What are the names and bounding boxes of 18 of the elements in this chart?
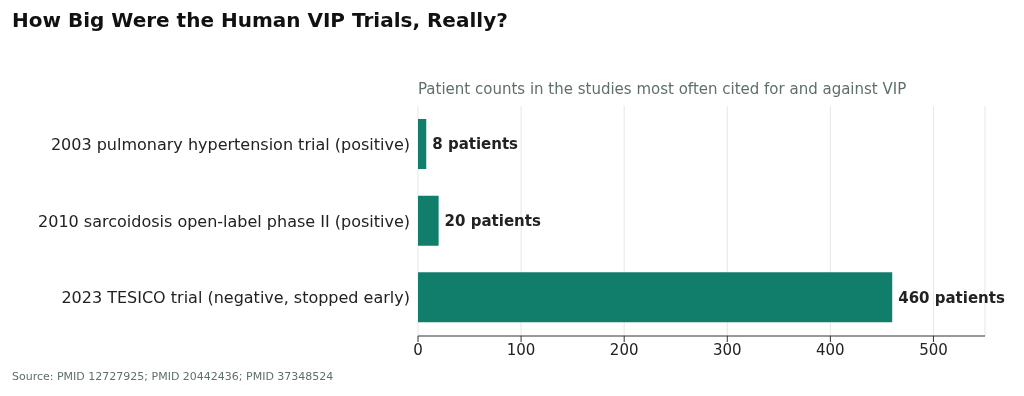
x-tick-label: 0 xyxy=(413,340,423,359)
bar xyxy=(418,119,427,169)
y-tick-label: 2023 TESICO trial (negative, stopped early) xyxy=(61,288,410,308)
data-label: 20 patients xyxy=(444,211,541,230)
bar xyxy=(418,272,893,323)
data-label: 460 patients xyxy=(898,288,1005,307)
bar xyxy=(418,195,439,246)
data-label: 8 patients xyxy=(432,135,519,154)
x-tick-label: 200 xyxy=(609,340,639,359)
y-tick-label: 2010 sarcoidosis open-label phase II (positive) xyxy=(38,211,410,231)
x-tick-label: 300 xyxy=(712,340,742,359)
x-tick-label: 100 xyxy=(506,340,536,359)
chart-title: How Big Were the Human VIP Trials, Really? xyxy=(12,8,508,32)
x-tick-label: 500 xyxy=(919,340,948,359)
y-tick-label: 2003 pulmonary hypertension trial (positive) xyxy=(50,135,410,155)
x-tick-label: 400 xyxy=(816,340,845,359)
source-note: Source: PMID 12727925; PMID 20442436; PMID 37348524 xyxy=(12,370,334,383)
chart-subtitle: Patient counts in the studies most often cited for and against VIP xyxy=(418,80,907,98)
